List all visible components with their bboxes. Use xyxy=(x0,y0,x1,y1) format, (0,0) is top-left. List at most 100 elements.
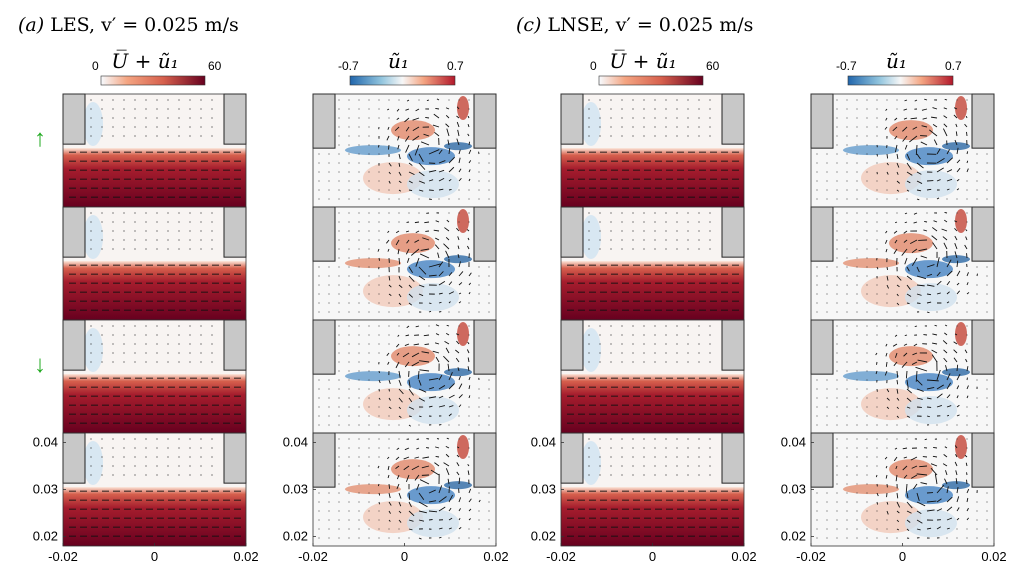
vector-arrow xyxy=(856,519,858,521)
vector-arrow xyxy=(956,99,958,101)
velocity-vector xyxy=(665,325,667,327)
vector-arrow xyxy=(378,239,380,241)
vector-arrow xyxy=(846,293,848,295)
vector-arrow xyxy=(328,284,330,286)
vector-arrow xyxy=(377,248,380,252)
vector-arrow xyxy=(338,325,340,327)
vector-arrow xyxy=(866,528,868,530)
vector-arrow xyxy=(884,456,888,460)
velocity-vector xyxy=(101,135,103,137)
velocity-vector xyxy=(211,248,213,250)
velocity-vector xyxy=(200,99,202,101)
vector-arrow xyxy=(488,198,490,200)
vector-arrow xyxy=(946,259,952,268)
vector-arrow xyxy=(408,153,413,162)
velocity-vector xyxy=(621,447,623,449)
vector-arrow xyxy=(448,188,452,191)
vector-arrow xyxy=(358,239,360,241)
vector-arrow xyxy=(358,370,360,372)
velocity-vector xyxy=(134,361,136,363)
vector-arrow xyxy=(358,438,360,440)
vector-arrow xyxy=(966,180,968,182)
y-tick-label: 0.03 xyxy=(283,482,308,497)
recirculation-zone xyxy=(83,441,103,485)
velocity-vector xyxy=(610,334,612,336)
velocity-vector xyxy=(123,135,125,137)
vector-arrow xyxy=(826,510,828,512)
vector-arrow xyxy=(836,284,838,286)
vector-arrow xyxy=(926,311,930,314)
velocity-vector xyxy=(167,361,169,363)
vector-arrow xyxy=(338,361,340,363)
vector-arrow xyxy=(328,519,330,521)
vector-arrow xyxy=(965,236,968,241)
vector-arrow xyxy=(318,537,320,539)
vector-arrow xyxy=(432,124,440,128)
velocity-vector xyxy=(698,135,700,137)
velocity-vector xyxy=(687,135,689,137)
vector-arrow xyxy=(368,537,370,539)
vector-arrow xyxy=(328,379,330,381)
velocity-vector xyxy=(687,438,689,440)
velocity-vector xyxy=(167,456,169,458)
vector-arrow xyxy=(986,492,988,494)
vector-arrow xyxy=(338,126,340,128)
vector-arrow xyxy=(368,257,370,259)
vector-arrow xyxy=(338,266,340,268)
vector-arrow xyxy=(434,244,440,250)
velocity-vector xyxy=(134,447,136,449)
vector-arrow xyxy=(866,474,868,476)
vector-arrow xyxy=(338,135,340,137)
vector-arrow xyxy=(348,99,350,101)
velocity-vector xyxy=(588,438,590,440)
vector-arrow xyxy=(936,393,943,399)
vector-arrow xyxy=(438,169,445,173)
vector-arrow xyxy=(846,117,848,119)
vector-arrow xyxy=(434,131,440,137)
right-wall xyxy=(473,206,497,262)
left-wall xyxy=(810,93,834,149)
vector-arrow xyxy=(856,537,858,539)
fluctuation-blob xyxy=(407,260,455,279)
vector-arrow xyxy=(421,465,430,469)
velocity-vector xyxy=(167,108,169,110)
vector-arrow xyxy=(412,135,420,141)
vector-arrow xyxy=(468,385,471,390)
vector-arrow xyxy=(910,117,918,120)
vector-arrow xyxy=(826,171,828,173)
vector-arrow xyxy=(931,349,938,354)
vector-arrow xyxy=(328,275,330,277)
vector-arrow xyxy=(913,221,918,224)
vector-arrow xyxy=(976,180,978,182)
vector-arrow xyxy=(445,237,450,241)
velocity-vector xyxy=(610,117,612,119)
vector-arrow xyxy=(358,212,360,214)
velocity-vector xyxy=(178,117,180,119)
vector-arrow xyxy=(388,510,391,514)
vector-arrow xyxy=(338,352,340,354)
vector-arrow xyxy=(976,406,978,408)
velocity-vector xyxy=(167,239,169,241)
vector-arrow xyxy=(458,292,462,295)
velocity-vector xyxy=(698,126,700,128)
vector-arrow xyxy=(816,406,818,408)
vector-arrow xyxy=(826,293,828,295)
vector-arrow xyxy=(318,424,320,426)
vector-arrow xyxy=(438,485,443,494)
right-wall xyxy=(223,432,247,484)
velocity-vector xyxy=(156,438,158,440)
vector-arrow xyxy=(456,333,460,336)
vector-arrow xyxy=(458,508,461,512)
vector-arrow xyxy=(896,284,900,288)
vector-arrow xyxy=(424,343,430,345)
vector-arrow xyxy=(378,501,381,505)
vector-arrow xyxy=(467,366,470,372)
vector-arrow xyxy=(836,406,838,408)
velocity-vector xyxy=(200,108,202,110)
vector-arrow xyxy=(866,108,868,110)
fluctuation-blob xyxy=(889,459,933,480)
velocity-vector xyxy=(211,239,213,241)
vector-arrow xyxy=(388,537,390,539)
vector-arrow xyxy=(896,293,899,297)
left-wall xyxy=(312,432,336,488)
